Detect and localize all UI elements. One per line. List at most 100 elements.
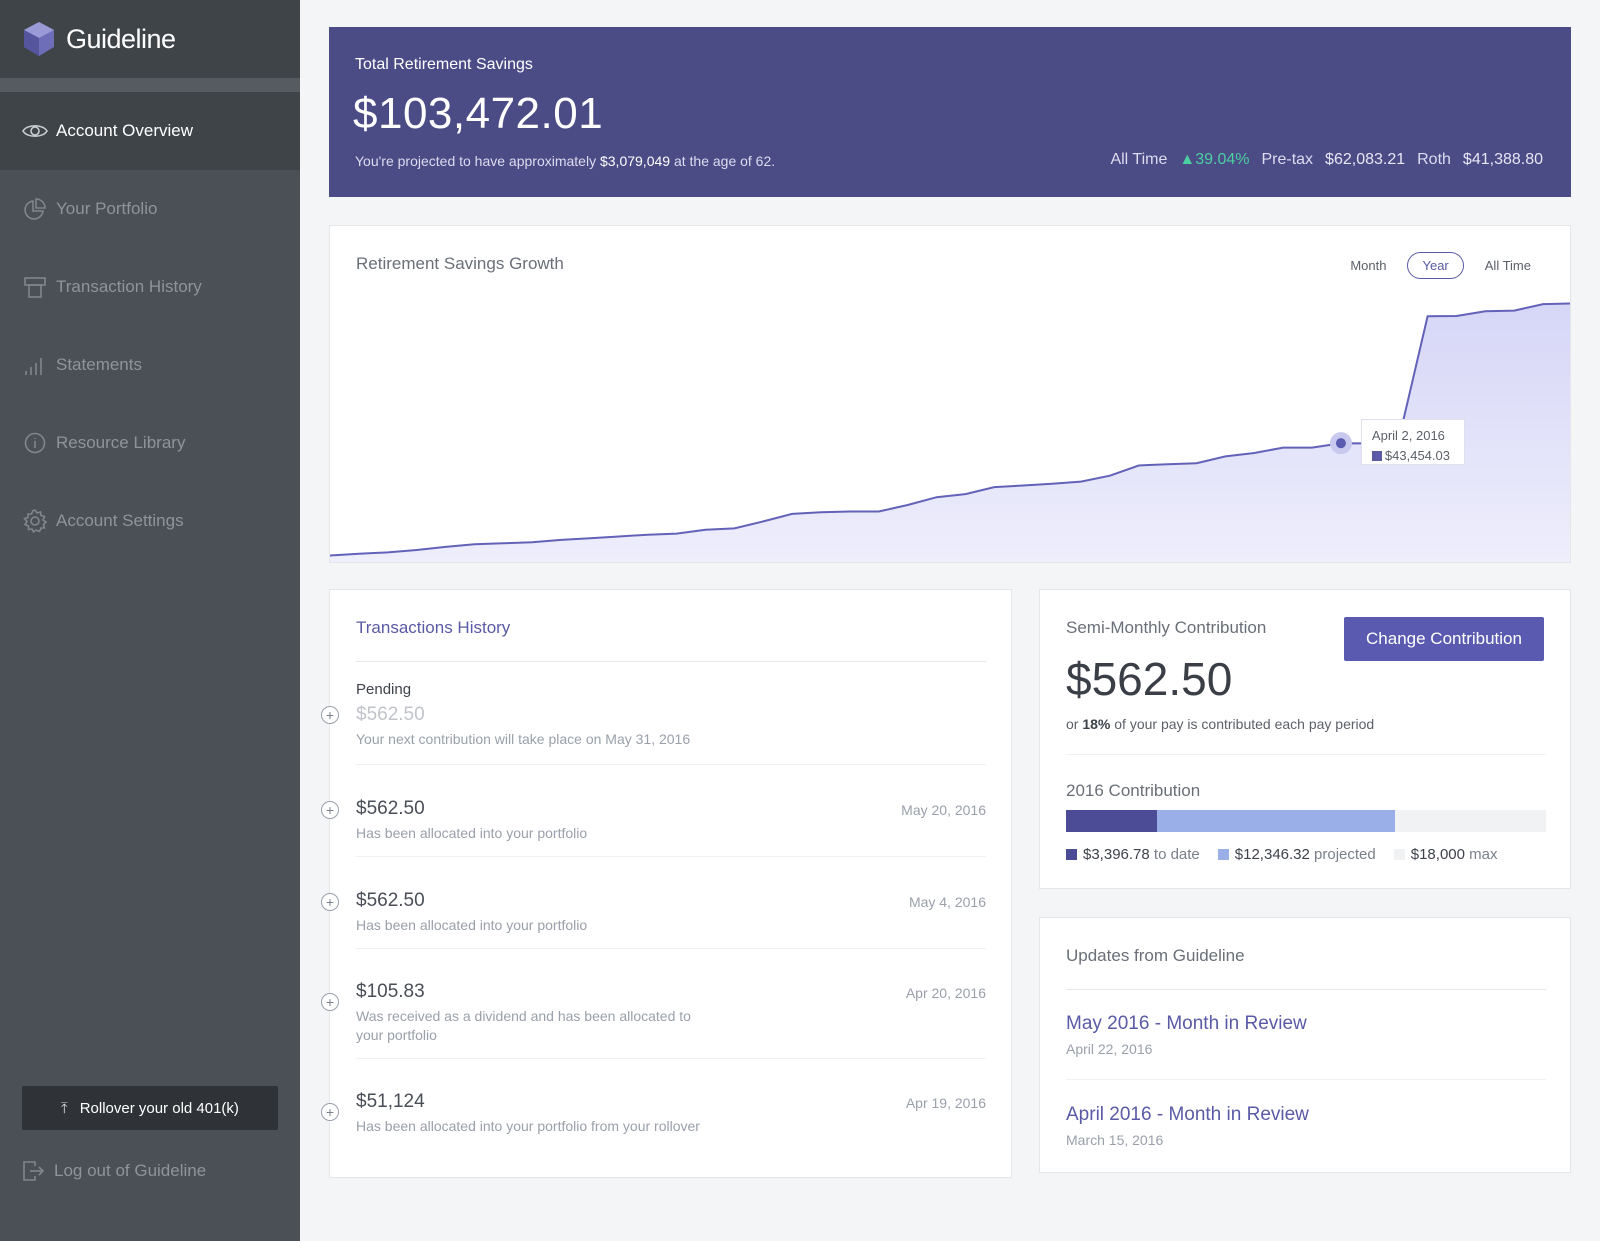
transaction-desc: Has been allocated into your portfolio f…	[356, 1118, 700, 1134]
gear-icon	[22, 508, 48, 534]
series-swatch	[1371, 451, 1382, 462]
sidebar-item-transaction-history[interactable]: Transaction History	[0, 248, 300, 326]
legend-projected: $12,346.32 projected	[1217, 846, 1376, 863]
transaction-desc: Has been allocated into your portfolio	[356, 917, 588, 933]
logout-icon	[23, 1161, 44, 1181]
progress-projected	[1156, 810, 1396, 832]
sidebar-item-label: Statements	[56, 355, 142, 374]
growth-area	[330, 303, 1570, 562]
roth-value: $41,388.80	[1462, 151, 1543, 168]
projection-suffix: at the age of 62.	[673, 153, 776, 169]
tooltip-value: $43,454.03	[1384, 448, 1450, 464]
info-icon	[22, 430, 48, 456]
updates-card: Updates from Guideline May 2016 - Month …	[1039, 917, 1571, 1173]
transaction-row: + $105.83 Was received as a dividend and…	[321, 981, 986, 1059]
pending-transaction: Pending + $562.50 Your next contribution…	[321, 681, 986, 765]
chart-tooltip: April 2, 2016 $43,454.03	[1360, 419, 1465, 466]
merge-arrow-icon: ⤒	[61, 1099, 68, 1117]
transaction-date: Apr 20, 2016	[905, 985, 986, 1001]
brand-header[interactable]: Guideline	[0, 0, 300, 92]
receipt-icon	[22, 274, 48, 300]
pending-desc: Your next contribution will take place o…	[356, 731, 691, 747]
tooltip-date: April 2, 2016	[1371, 428, 1445, 444]
pct-prefix: or	[1066, 716, 1079, 732]
to-date-value: $3,396.78	[1083, 846, 1150, 863]
projection-value: $3,079,049	[599, 153, 671, 169]
eye-icon	[22, 118, 48, 144]
legend-swatch	[1066, 849, 1077, 860]
pending-label: Pending	[356, 681, 412, 698]
rollover-label: Rollover your old 401(k)	[79, 1099, 239, 1117]
expand-plus-icon[interactable]: +	[321, 706, 339, 724]
transaction-date: May 20, 2016	[901, 802, 986, 818]
sidebar-item-label: Your Portfolio	[56, 199, 158, 218]
up-arrow-icon: ▲	[1179, 151, 1196, 168]
update-item: April 2016 - Month in Review March 15, 2…	[1066, 1104, 1546, 1148]
logout-link[interactable]: Log out of Guideline	[22, 1160, 206, 1182]
sidebar-item-label: Transaction History	[56, 277, 202, 296]
to-date-label: to date	[1153, 846, 1200, 863]
transaction-row: + $562.50 Has been allocated into your p…	[321, 890, 986, 949]
chart-title: Retirement Savings Growth	[356, 254, 564, 273]
savings-stats: All Time ▲39.04% Pre-tax $62,083.21 Roth…	[1110, 151, 1543, 169]
sidebar-item-label: Account Overview	[56, 121, 193, 140]
highlight-point[interactable]	[1335, 438, 1346, 449]
pct-value: 18%	[1082, 716, 1111, 732]
update-item: May 2016 - Month in Review April 22, 201…	[1066, 1013, 1546, 1057]
pretax-label: Pre-tax	[1261, 151, 1314, 168]
roth-label: Roth	[1417, 151, 1451, 168]
expand-plus-icon[interactable]: +	[321, 801, 339, 819]
expand-plus-icon[interactable]: +	[321, 1103, 339, 1121]
brand-name: Guideline	[66, 23, 176, 54]
tooltip-value-row: $43,454.03	[1371, 446, 1464, 466]
max-value: $18,000	[1410, 846, 1465, 863]
change-contribution-button[interactable]: Change Contribution	[1344, 617, 1544, 661]
pct-suffix: of your pay is contributed each pay peri…	[1114, 716, 1375, 732]
logout-label: Log out of Guideline	[54, 1161, 207, 1180]
update-link[interactable]: April 2016 - Month in Review	[1066, 1104, 1309, 1125]
sidebar-item-label: Account Settings	[56, 511, 184, 530]
divider	[1066, 754, 1546, 755]
contribution-amount: $562.50	[1066, 653, 1233, 705]
savings-title: Total Retirement Savings	[355, 56, 533, 73]
tab-all-time[interactable]: All Time	[1484, 258, 1531, 273]
update-link[interactable]: May 2016 - Month in Review	[1066, 1013, 1307, 1034]
contribution-legend: $3,396.78 to date $12,346.32 projected $…	[1066, 846, 1498, 863]
pie-chart-icon	[22, 196, 48, 222]
sidebar-item-label: Resource Library	[56, 433, 186, 452]
savings-amount: $103,472.01	[353, 89, 604, 138]
sidebar-item-account-settings[interactable]: Account Settings	[0, 482, 300, 560]
projection-prefix: You're projected to have approximately	[355, 153, 597, 169]
total-savings-banner: Total Retirement Savings $103,472.01 You…	[329, 27, 1571, 197]
sidebar-item-your-portfolio[interactable]: Your Portfolio	[0, 170, 300, 248]
legend-swatch	[1393, 849, 1405, 860]
legend-swatch	[1217, 849, 1229, 860]
expand-plus-icon[interactable]: +	[321, 993, 339, 1011]
expand-plus-icon[interactable]: +	[321, 893, 339, 911]
transaction-amount: $562.50	[356, 798, 425, 819]
rollover-button[interactable]: ⤒ Rollover your old 401(k)	[22, 1086, 278, 1130]
sidebar-item-statements[interactable]: Statements	[0, 326, 300, 404]
transactions-title[interactable]: Transactions History	[356, 618, 986, 662]
transaction-row: + $51,124 Has been allocated into your p…	[321, 1091, 986, 1163]
all-time-change-value: 39.04%	[1195, 151, 1250, 168]
update-date: April 22, 2016	[1066, 1041, 1153, 1057]
updates-title: Updates from Guideline	[1066, 946, 1546, 990]
year-contribution-title: 2016 Contribution	[1066, 781, 1201, 800]
transaction-amount: $562.50	[356, 890, 425, 911]
projected-label: projected	[1314, 846, 1376, 863]
sidebar: Guideline Account Overview Your Portfoli…	[0, 0, 300, 1241]
tab-year[interactable]: Year	[1407, 252, 1464, 279]
sidebar-item-account-overview[interactable]: Account Overview	[0, 92, 300, 170]
transaction-desc: Was received as a dividend and has been …	[356, 1008, 691, 1043]
tab-month[interactable]: Month	[1350, 258, 1387, 273]
sidebar-item-resource-library[interactable]: Resource Library	[0, 404, 300, 482]
transaction-amount: $51,124	[356, 1091, 425, 1112]
legend-to-date: $3,396.78 to date	[1066, 846, 1200, 863]
contribution-percent-text: or 18% of your pay is contributed each p…	[1066, 716, 1374, 732]
transactions-card: Transactions History Pending + $562.50 Y…	[321, 589, 1012, 1178]
progress-to-date	[1066, 810, 1157, 832]
range-tabs: Month Year All Time	[1341, 252, 1540, 279]
pretax-value: $62,083.21	[1325, 151, 1406, 168]
pending-amount: $562.50	[356, 704, 425, 725]
